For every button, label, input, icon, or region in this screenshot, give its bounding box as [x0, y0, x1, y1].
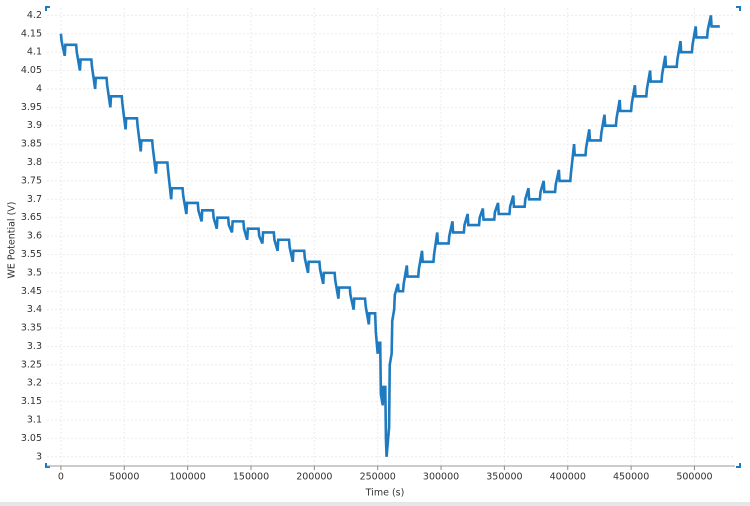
y-tick-label: 3.55 — [21, 249, 42, 260]
y-tick-label: 3.95 — [21, 102, 42, 113]
y-axis-label: WE Potential (V) — [7, 202, 18, 279]
y-tick-label: 3.75 — [21, 175, 42, 186]
x-tick-label: 400000 — [550, 472, 586, 483]
x-tick-label: 450000 — [613, 472, 649, 483]
x-tick-label: 300000 — [423, 472, 459, 483]
y-tick-label: 3.3 — [27, 341, 42, 352]
y-tick-label: 4.05 — [21, 65, 42, 76]
x-tick-label: 150000 — [233, 472, 269, 483]
y-tick-label: 3.65 — [21, 212, 42, 223]
y-tick-label: 3.45 — [21, 286, 42, 297]
y-tick-label: 4 — [36, 83, 42, 94]
x-tick-label: 50000 — [109, 472, 139, 483]
x-tick-label: 500000 — [676, 472, 712, 483]
bottom-border — [0, 502, 750, 506]
y-tick-label: 3.2 — [27, 378, 42, 389]
y-tick-label: 3.35 — [21, 323, 42, 334]
y-tick-label: 3.85 — [21, 139, 42, 150]
y-tick-label: 3 — [36, 451, 42, 462]
y-tick-label: 3.5 — [27, 267, 42, 278]
y-tick-label: 3.1 — [27, 415, 42, 426]
y-tick-label: 3.7 — [27, 194, 42, 205]
y-tick-label: 3.9 — [27, 120, 42, 131]
y-tick-label: 4.15 — [21, 28, 42, 39]
data-line — [59, 15, 720, 457]
x-tick-label: 100000 — [170, 472, 206, 483]
x-tick-label: 350000 — [486, 472, 522, 483]
x-tick-label: 0 — [58, 472, 64, 483]
x-axis-label: Time (s) — [365, 488, 405, 499]
y-tick-label: 3.15 — [21, 396, 42, 407]
y-tick-label: 3.6 — [27, 231, 42, 242]
y-tick-label: 4.2 — [27, 10, 42, 21]
y-tick-label: 4.1 — [27, 47, 42, 58]
y-tick-label: 3.05 — [21, 433, 42, 444]
x-tick-label: 250000 — [360, 472, 396, 483]
y-tick-label: 3.4 — [27, 304, 42, 315]
corner-handles — [45, 6, 741, 468]
y-tick-label: 3.8 — [27, 157, 42, 168]
x-tick-label: 200000 — [296, 472, 332, 483]
y-tick-label: 3.25 — [21, 359, 42, 370]
